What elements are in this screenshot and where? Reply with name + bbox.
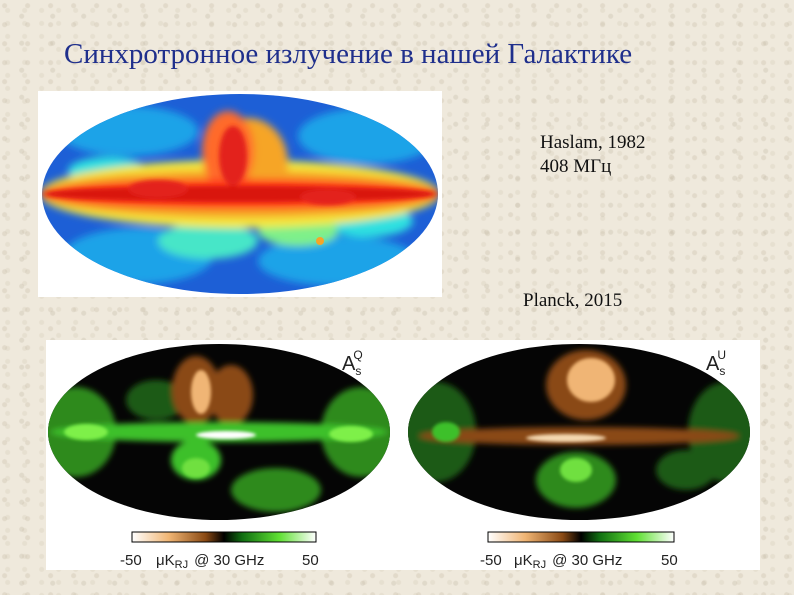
planck-caption: Planck, 2015 (523, 290, 623, 311)
q-scale-unit: μKRJ @ 30 GHz (156, 552, 264, 570)
stokes-q-label: AsQ (342, 348, 363, 378)
planck-polarization-maps: AsQ AsU -50 μKRJ @ 30 GHz 50 -50 μKRJ @ 30… (46, 340, 760, 570)
haslam-caption: Haslam, 1982 408 МГц (540, 131, 646, 179)
haslam-caption-source: Haslam, 1982 (540, 132, 646, 153)
u-color-scale-bar (487, 531, 675, 543)
u-scale-max: 50 (661, 552, 678, 569)
haslam-sky-map (38, 91, 442, 297)
q-scale-min: -50 (120, 552, 142, 569)
u-scale-min: -50 (480, 552, 502, 569)
stokes-u-label: AsU (706, 348, 726, 378)
haslam-caption-frequency: 408 МГц (540, 156, 612, 177)
q-scale-max: 50 (302, 552, 319, 569)
slide-title: Синхротронное излучение в нашей Галактик… (64, 38, 633, 70)
u-scale-unit: μKRJ @ 30 GHz (514, 552, 622, 570)
stokes-q-map (48, 344, 390, 520)
q-color-scale-bar (131, 531, 317, 543)
